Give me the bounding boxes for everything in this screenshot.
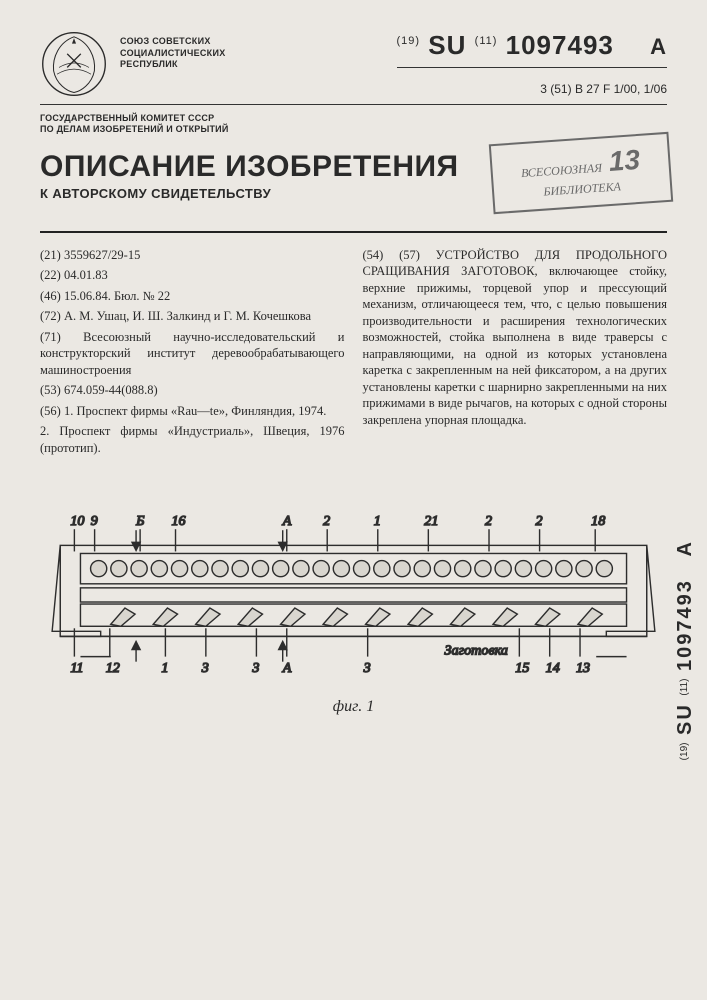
svg-text:21: 21 xyxy=(424,513,438,529)
country-code: SU xyxy=(428,30,466,60)
svg-text:11: 11 xyxy=(70,660,83,676)
svg-text:10: 10 xyxy=(70,513,84,529)
label-zagotovka: Заготовка xyxy=(445,643,508,659)
field-72-inventors: (72) А. М. Ушац, И. Ш. Залкинд и Г. М. К… xyxy=(40,308,345,325)
side-publication-code: (19) SU (11) 1097493 A xyxy=(674,540,697,760)
state-emblem xyxy=(40,30,108,98)
svg-text:16: 16 xyxy=(171,513,185,529)
doc-number: 1097493 xyxy=(506,30,614,60)
svg-text:3: 3 xyxy=(201,660,209,676)
svg-text:1: 1 xyxy=(161,660,168,676)
svg-text:Б: Б xyxy=(135,513,145,529)
document-header: СОЮЗ СОВЕТСКИХ СОЦИАЛИСТИЧЕСКИХ РЕСПУБЛИ… xyxy=(40,30,667,98)
svg-text:А: А xyxy=(282,513,292,529)
svg-text:2: 2 xyxy=(485,513,492,529)
svg-text:1: 1 xyxy=(374,513,381,529)
svg-text:14: 14 xyxy=(546,660,560,676)
stamp-line1: ВСЕСОЮЗНАЯ xyxy=(521,160,603,180)
title-block: ОПИСАНИЕ ИЗОБРЕТЕНИЯ К АВТОРСКОМУ СВИДЕТ… xyxy=(40,150,667,201)
ipc-classes: В 27 F 1/00, 1/06 xyxy=(575,82,667,96)
bibliographic-columns: (21) 3559627/29-15 (22) 04.01.83 (46) 15… xyxy=(40,247,667,461)
field-53: (53) 674.059-44(088.8) xyxy=(40,382,345,399)
right-column: (54) (57) УСТРОЙСТВО ДЛЯ ПРОДОЛЬНОГО СРА… xyxy=(363,247,668,461)
svg-text:15: 15 xyxy=(515,660,529,676)
field-56-ref2: 2. Проспект фирмы «Индустриаль», Швеция,… xyxy=(40,423,345,456)
committee-name: ГОСУДАРСТВЕННЫЙ КОМИТЕТ СССР ПО ДЕЛАМ ИЗ… xyxy=(40,113,667,136)
svg-text:9: 9 xyxy=(91,513,98,529)
field-71-applicant: (71) Всесоюзный научно-исследовательский… xyxy=(40,329,345,379)
stamp-number: 13 xyxy=(608,141,642,179)
abstract-text: (54) (57) УСТРОЙСТВО ДЛЯ ПРОДОЛЬНОГО СРА… xyxy=(363,247,668,429)
figure-caption: фиг. 1 xyxy=(333,698,374,716)
union-name: СОЮЗ СОВЕТСКИХ СОЦИАЛИСТИЧЕСКИХ РЕСПУБЛИ… xyxy=(120,30,385,71)
svg-text:18: 18 xyxy=(591,513,605,529)
doc-prefix: (11) xyxy=(475,35,498,47)
publication-codes: (19) SU (11) 1097493 A 3 (51) В 27 F 1/0… xyxy=(397,30,668,96)
svg-text:3: 3 xyxy=(251,660,259,676)
field-56-ref1: (56) 1. Проспект фирмы «Rau—te», Финлянд… xyxy=(40,403,345,420)
left-column: (21) 3559627/29-15 (22) 04.01.83 (46) 15… xyxy=(40,247,345,461)
kind-code: A xyxy=(650,34,667,59)
library-stamp: ВСЕСОЮЗНАЯ 13 БИБЛИОТЕКА xyxy=(489,131,673,213)
svg-text:2: 2 xyxy=(536,513,543,529)
ipc-prefix: 3 (51) xyxy=(540,82,571,96)
country-prefix: (19) xyxy=(397,35,421,47)
svg-text:12: 12 xyxy=(106,660,120,676)
figure-1: 109Б16А21212218 1112133А3141315 Заготовк… xyxy=(40,486,667,716)
svg-text:А: А xyxy=(282,660,292,676)
svg-text:2: 2 xyxy=(323,513,330,529)
field-22: (22) 04.01.83 xyxy=(40,267,345,284)
field-21: (21) 3559627/29-15 xyxy=(40,247,345,264)
svg-text:3: 3 xyxy=(363,660,371,676)
field-46: (46) 15.06.84. Бюл. № 22 xyxy=(40,288,345,305)
svg-text:13: 13 xyxy=(576,660,590,676)
stamp-line2: БИБЛИОТЕКА xyxy=(543,179,621,198)
